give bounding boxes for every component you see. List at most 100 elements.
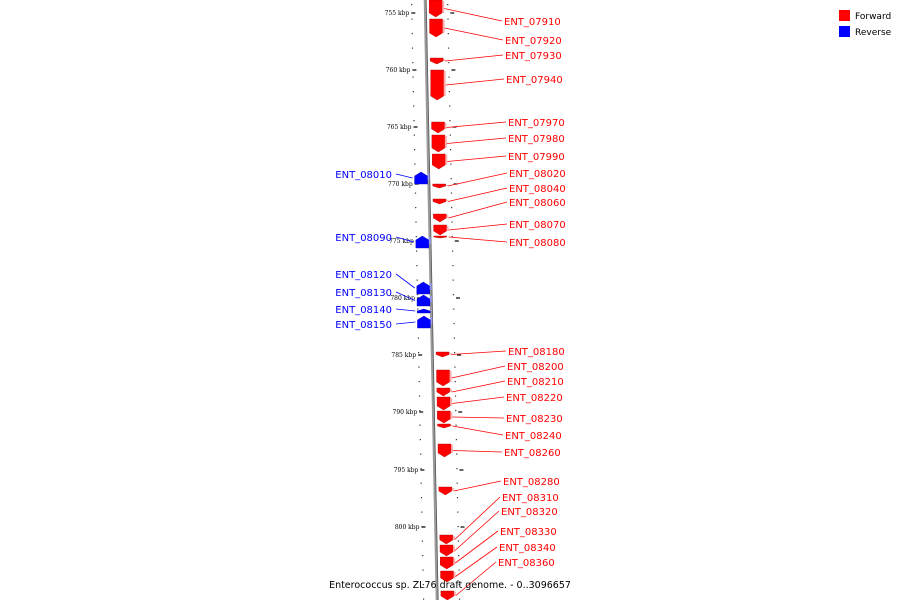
gene-ent-08360[interactable]: ENT_08360 [440, 558, 555, 600]
gene-glyph[interactable] [439, 534, 453, 545]
gene-glyph[interactable] [432, 153, 446, 170]
gene-ent-08330[interactable]: ENT_08330 [440, 527, 557, 570]
gene-label[interactable]: ENT_08130 [335, 288, 392, 299]
gene-leader-line [446, 137, 507, 144]
gene-glyph[interactable] [428, 0, 443, 18]
gene-label[interactable]: ENT_08120 [335, 270, 392, 281]
gene-label[interactable]: ENT_08070 [509, 220, 566, 231]
gene-ent-08280[interactable]: ENT_08280 [438, 477, 560, 496]
reverse-legend-label: Reverse [855, 28, 892, 38]
gene-label[interactable]: ENT_08220 [506, 393, 563, 404]
gene-glyph[interactable] [430, 57, 444, 65]
gene-glyph[interactable] [438, 486, 453, 496]
gene-glyph[interactable] [433, 224, 447, 236]
gene-label[interactable]: ENT_08310 [502, 493, 559, 504]
gene-leader-line [395, 291, 416, 301]
gene-ent-08130[interactable]: ENT_08130 [335, 288, 433, 307]
gene-label[interactable]: ENT_08010 [335, 170, 392, 181]
gene-glyph[interactable] [433, 213, 447, 223]
gene-label[interactable]: ENT_08090 [335, 233, 392, 244]
gene-glyph[interactable] [416, 281, 430, 295]
gene-ent-08090[interactable]: ENT_08090 [335, 233, 431, 249]
gene-ent-08020[interactable]: ENT_08020 [432, 169, 566, 189]
gene-ent-08220[interactable]: ENT_08220 [436, 393, 563, 411]
gene-ent-08080[interactable]: ENT_08080 [433, 235, 566, 249]
gene-glyph[interactable] [416, 294, 431, 307]
gene-glyph[interactable] [436, 369, 450, 387]
gene-label[interactable]: ENT_07930 [505, 51, 562, 62]
gene-glyph[interactable] [429, 18, 443, 38]
gene-ent-07920[interactable]: ENT_07920 [429, 18, 562, 47]
gene-glyph[interactable] [435, 351, 450, 358]
gene-label[interactable]: ENT_07920 [505, 36, 562, 47]
gene-glyph[interactable] [432, 198, 447, 205]
gene-ent-07980[interactable]: ENT_07980 [431, 134, 565, 153]
gene-ent-07910[interactable]: ENT_07910 [428, 0, 561, 28]
gene-glyph[interactable] [440, 590, 455, 600]
gene-label[interactable]: ENT_08150 [335, 320, 392, 331]
gene-label[interactable]: ENT_08210 [507, 377, 564, 388]
gene-label[interactable]: ENT_08060 [509, 198, 566, 209]
gene-glyph[interactable] [431, 134, 446, 153]
gene-label[interactable]: ENT_07990 [508, 152, 565, 163]
gene-ent-08060[interactable]: ENT_08060 [433, 198, 566, 223]
gene-label[interactable]: ENT_08230 [506, 414, 563, 425]
gene-label[interactable]: ENT_07980 [508, 134, 565, 145]
gene-ent-08140[interactable]: ENT_08140 [335, 305, 433, 316]
gene-leader-line [395, 173, 413, 179]
gene-glyph[interactable] [417, 308, 431, 314]
gene-glyph[interactable] [436, 387, 451, 397]
gene-glyph[interactable] [414, 171, 428, 185]
gene-label[interactable]: ENT_08240 [505, 431, 562, 442]
gene-ent-08260[interactable]: ENT_08260 [437, 443, 561, 459]
gene-glyph[interactable] [430, 69, 444, 101]
gene-label[interactable]: ENT_07910 [504, 17, 561, 28]
gene-ent-08120[interactable]: ENT_08120 [335, 270, 432, 295]
gene-label[interactable]: ENT_08320 [501, 507, 558, 518]
gene-ent-08040[interactable]: ENT_08040 [432, 184, 566, 205]
gene-label[interactable]: ENT_08020 [509, 169, 566, 180]
gene-glyph[interactable] [440, 570, 454, 583]
gene-ent-08210[interactable]: ENT_08210 [436, 377, 564, 397]
gene-glyph[interactable] [432, 183, 446, 189]
gene-ent-07940[interactable]: ENT_07940 [430, 69, 563, 101]
gene-ent-08010[interactable]: ENT_08010 [335, 170, 430, 185]
gene-label[interactable]: ENT_08040 [509, 184, 566, 195]
gene-ent-08320[interactable]: ENT_08320 [439, 507, 558, 557]
gene-ent-08200[interactable]: ENT_08200 [436, 362, 564, 387]
gene-ent-07990[interactable]: ENT_07990 [432, 152, 565, 170]
gene-glyph[interactable] [433, 235, 447, 239]
gene-glyph[interactable] [431, 121, 445, 134]
gene-glyph[interactable] [415, 235, 430, 249]
gene-ent-08230[interactable]: ENT_08230 [437, 410, 563, 425]
gene-ent-07970[interactable]: ENT_07970 [431, 118, 565, 134]
ruler-tick-label: 760 kbp [386, 67, 411, 74]
gene-glyph[interactable] [436, 396, 451, 411]
gene-ent-08340[interactable]: ENT_08340 [440, 543, 556, 583]
ruler-tick-label: 770 kbp [388, 181, 413, 188]
gene-label[interactable]: ENT_08200 [507, 362, 564, 373]
gene-glyph[interactable] [437, 443, 452, 458]
gene-ent-07930[interactable]: ENT_07930 [430, 51, 562, 65]
gene-glyph[interactable] [437, 410, 451, 424]
gene-ent-08070[interactable]: ENT_08070 [433, 220, 566, 236]
gene-label[interactable]: ENT_08340 [499, 543, 556, 554]
gene-label[interactable]: ENT_08080 [509, 238, 566, 249]
gene-label[interactable]: ENT_08360 [498, 558, 555, 569]
gene-label[interactable]: ENT_07970 [508, 118, 565, 129]
gene-ent-08310[interactable]: ENT_08310 [439, 493, 559, 545]
gene-glyph[interactable] [439, 544, 454, 557]
gene-label[interactable]: ENT_08330 [500, 527, 557, 538]
gene-ent-08150[interactable]: ENT_08150 [335, 315, 433, 331]
gene-label[interactable]: ENT_07940 [506, 75, 563, 86]
gene-label[interactable]: ENT_08280 [503, 477, 560, 488]
gene-label[interactable]: ENT_08180 [508, 347, 565, 358]
gene-glyph[interactable] [440, 556, 454, 570]
gene-ent-08180[interactable]: ENT_08180 [435, 347, 565, 358]
gene-label[interactable]: ENT_08140 [335, 305, 392, 316]
gene-glyph[interactable] [417, 315, 431, 329]
gene-label[interactable]: ENT_08260 [504, 448, 561, 459]
gene-ent-08240[interactable]: ENT_08240 [437, 423, 562, 442]
gene-glyph[interactable] [437, 423, 451, 429]
